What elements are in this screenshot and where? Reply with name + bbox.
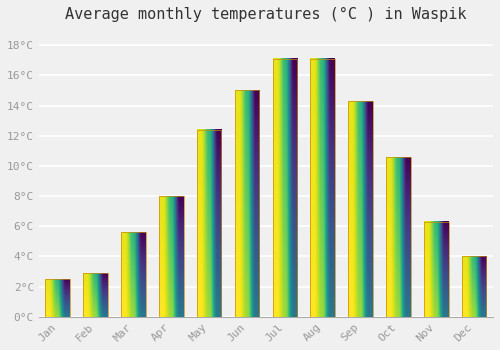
Bar (234, 90, 260, 317)
Bar (310, 59, 335, 317)
Bar (197, 130, 222, 317)
Bar (46, 279, 70, 317)
Bar (424, 222, 448, 317)
Bar (84, 273, 108, 317)
Bar (348, 101, 373, 317)
Bar (272, 59, 297, 317)
Bar (386, 157, 410, 317)
Bar (121, 232, 146, 317)
Bar (462, 257, 486, 317)
Bar (159, 196, 184, 317)
Title: Average monthly temperatures (°C ) in Waspik: Average monthly temperatures (°C ) in Wa… (65, 7, 466, 22)
